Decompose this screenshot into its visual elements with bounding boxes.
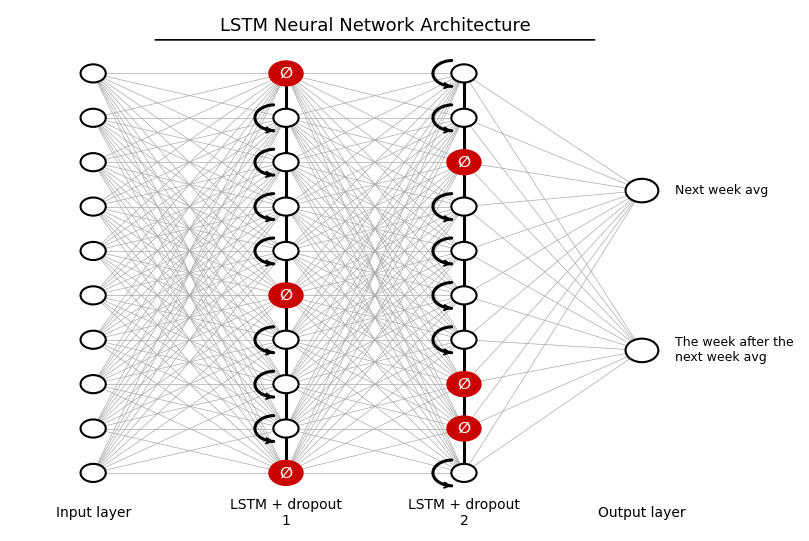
Text: Output layer: Output layer (598, 506, 686, 520)
Text: ∅: ∅ (457, 155, 471, 170)
Circle shape (269, 461, 303, 485)
Text: ∅: ∅ (279, 288, 293, 303)
Text: ∅: ∅ (279, 465, 293, 480)
Text: LSTM + dropout
2: LSTM + dropout 2 (408, 498, 520, 528)
Circle shape (273, 242, 299, 260)
Circle shape (273, 419, 299, 438)
Text: Next week avg: Next week avg (676, 184, 769, 197)
Circle shape (447, 150, 481, 174)
Circle shape (625, 339, 659, 362)
Circle shape (81, 464, 106, 482)
Circle shape (81, 242, 106, 260)
Text: ∅: ∅ (457, 421, 471, 436)
Circle shape (273, 331, 299, 349)
Circle shape (81, 331, 106, 349)
Circle shape (81, 375, 106, 393)
Text: ∅: ∅ (279, 66, 293, 81)
Circle shape (81, 197, 106, 216)
Circle shape (273, 375, 299, 393)
Circle shape (273, 153, 299, 171)
Text: Input layer: Input layer (56, 506, 131, 520)
Circle shape (269, 62, 303, 85)
Circle shape (81, 286, 106, 305)
Circle shape (451, 109, 477, 127)
Circle shape (451, 242, 477, 260)
Circle shape (81, 419, 106, 438)
Circle shape (451, 464, 477, 482)
Circle shape (81, 64, 106, 82)
Circle shape (625, 179, 659, 202)
Circle shape (269, 283, 303, 307)
Circle shape (447, 372, 481, 396)
Text: LSTM Neural Network Architecture: LSTM Neural Network Architecture (219, 17, 531, 36)
Circle shape (451, 197, 477, 216)
Circle shape (451, 331, 477, 349)
Circle shape (81, 153, 106, 171)
Circle shape (81, 109, 106, 127)
Text: The week after the
next week avg: The week after the next week avg (676, 337, 794, 365)
Text: ∅: ∅ (457, 377, 471, 392)
Circle shape (451, 286, 477, 305)
Circle shape (451, 64, 477, 82)
Circle shape (447, 417, 481, 440)
Circle shape (273, 109, 299, 127)
Text: LSTM + dropout
1: LSTM + dropout 1 (230, 498, 342, 528)
Circle shape (273, 197, 299, 216)
